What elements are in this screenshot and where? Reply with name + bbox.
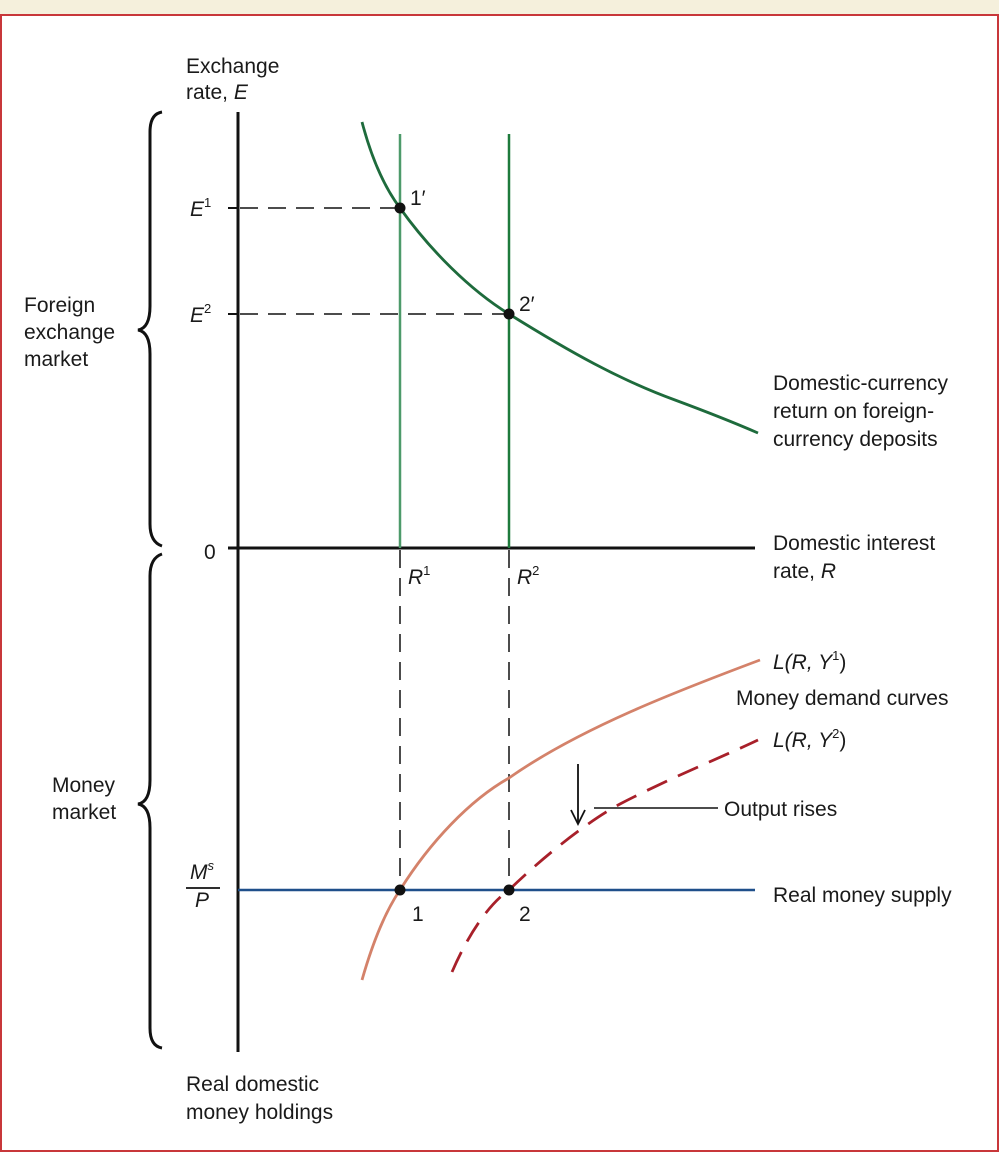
equilibrium-point-1prime (394, 202, 406, 214)
money-demand-y2-label: L(R, Y2) (773, 726, 847, 752)
money-market-brace (137, 552, 163, 1050)
y-axis-label: Exchange rate, E (186, 55, 280, 104)
output-rises-arrowhead (570, 809, 586, 827)
foreign-exchange-market-label: Foreign exchange market (24, 294, 116, 371)
ms-numerator-label: Ms (190, 858, 214, 884)
ms-denominator-label: P (195, 889, 210, 912)
equilibrium-point-2prime (503, 308, 515, 320)
money-supply-label: Real money supply (773, 884, 952, 907)
x-axis-label: Domestic interest rate, R (773, 532, 936, 583)
point-2prime-label: 2′ (519, 293, 535, 316)
figure-frame (0, 14, 999, 1152)
origin-label: 0 (204, 541, 216, 564)
e1-tick-label: E1 (190, 195, 212, 221)
foreign-return-curve (360, 121, 759, 435)
r1-tick-label: R1 (408, 563, 431, 589)
money-demand-curves-label: Money demand curves (736, 687, 949, 710)
money-demand-curve-y1 (360, 658, 761, 981)
output-rises-label: Output rises (724, 798, 838, 821)
e2-tick-label: E2 (190, 301, 212, 327)
money-demand-curve-y2 (450, 738, 759, 973)
money-market-label: Money market (52, 774, 117, 824)
point-1prime-label: 1′ (410, 187, 426, 210)
foreign-return-curve-label: Domestic-currency return on foreign- cur… (773, 372, 949, 451)
r2-tick-label: R2 (517, 563, 540, 589)
point-2-label: 2 (519, 903, 531, 926)
equilibrium-point-2 (503, 884, 515, 896)
foreign-exchange-brace (137, 110, 163, 548)
money-holdings-axis-label: Real domestic money holdings (186, 1073, 334, 1124)
money-demand-y1-label: L(R, Y1) (773, 648, 847, 674)
point-1-label: 1 (412, 903, 424, 926)
equilibrium-point-1 (394, 884, 406, 896)
